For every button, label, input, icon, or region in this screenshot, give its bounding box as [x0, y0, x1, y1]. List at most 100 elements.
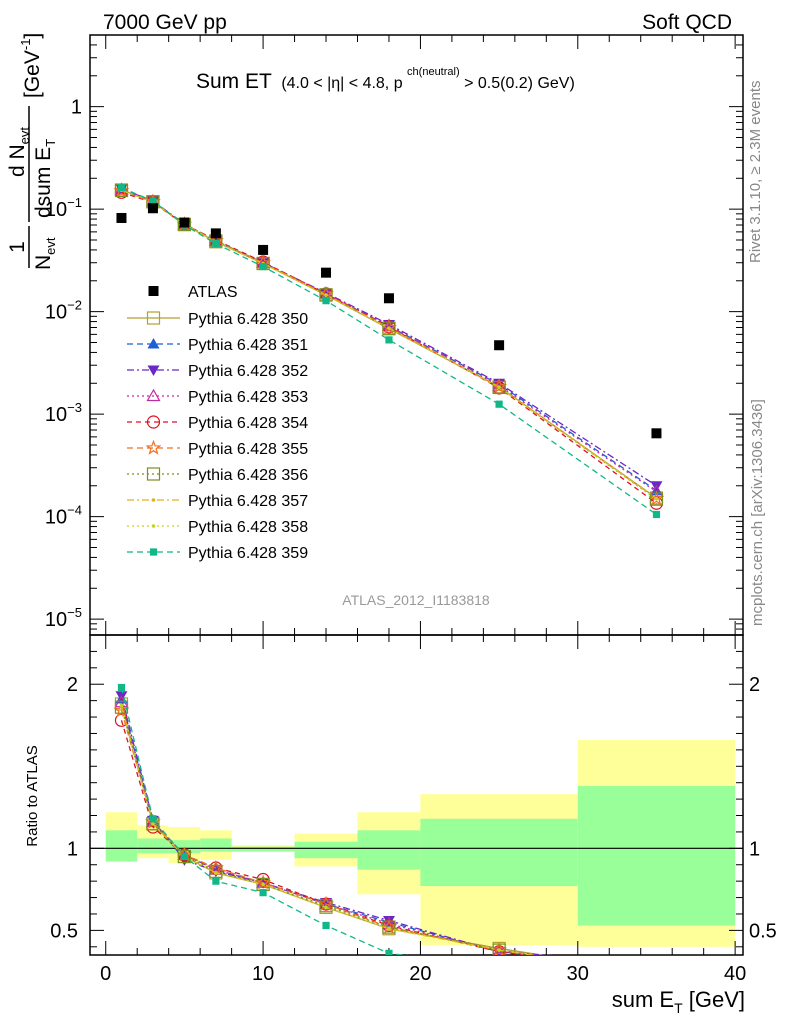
legend-marker	[146, 311, 161, 325]
ratio-y-tick-label: 1	[67, 838, 78, 860]
series-point	[387, 326, 391, 330]
y-tick-label: 10−2	[45, 298, 82, 324]
side-label-top: Rivet 3.1.10, ≥ 2.3M events	[747, 81, 764, 264]
data-point	[147, 203, 158, 214]
series-point	[212, 240, 220, 248]
data-point	[258, 244, 269, 255]
legend-label: Pythia 6.428 354	[188, 415, 308, 432]
header-left: 7000 GeV pp	[103, 11, 227, 34]
ratio-point	[497, 948, 501, 952]
legend-marker-data	[148, 286, 159, 296]
x-tick-label: 30	[567, 963, 589, 985]
legend-label: Pythia 6.428 358	[188, 519, 308, 536]
series-line	[121, 190, 657, 500]
ratio-point	[496, 963, 503, 970]
main-series	[113, 182, 665, 519]
series-point	[652, 510, 661, 519]
ratio-point	[151, 821, 155, 826]
data-point	[383, 293, 394, 304]
series-point	[382, 321, 396, 335]
legend-marker	[151, 498, 156, 502]
y-tick-label: 10−5	[45, 605, 82, 631]
ratio-point	[650, 967, 662, 979]
ratio-axes: 0.5 0.51 12 20 10 20 30 40	[50, 634, 777, 985]
y-label-dsum: dsum ET	[32, 139, 58, 218]
ratio-y-tick-label-right: 2	[749, 674, 760, 696]
side-label-bottom: mcplots.cern.ch [arXiv:1306.3436]	[749, 399, 766, 626]
legend-label: Pythia 6.428 357	[188, 493, 308, 510]
ratio-point	[180, 852, 189, 861]
legend-marker	[151, 524, 156, 528]
y-label-one: 1	[6, 241, 29, 253]
ratio-y-tick-label: 0.5	[50, 920, 78, 942]
ratio-point	[491, 941, 508, 955]
analysis-label: ATLAS_2012_I1183818	[342, 592, 490, 608]
ratio-band-inner	[294, 841, 358, 859]
ratio-point	[650, 969, 662, 981]
ratio-point	[492, 943, 506, 955]
x-tick-label: 10	[252, 963, 274, 985]
ratio-point	[149, 815, 157, 823]
series-point	[649, 484, 664, 497]
legend-marker	[145, 439, 162, 455]
series-point	[648, 490, 665, 506]
ratio-band-inner	[105, 830, 138, 862]
legend-marker	[146, 415, 161, 429]
legend: ATLAS Pythia 6.428 350 Pythia 6.428 351 Pyt…	[127, 284, 308, 562]
legend-label: Pythia 6.428 359	[188, 545, 308, 562]
ratio-point	[119, 703, 124, 708]
series-point	[149, 197, 157, 205]
y-axis-label: 1 Nevt d Nevt dsum ET [GeV-1]	[6, 33, 58, 270]
data-point	[321, 267, 332, 278]
ratio-point	[655, 973, 659, 977]
series-point	[324, 293, 328, 297]
ratio-y-label: Ratio to ATLAS	[24, 745, 41, 846]
ratio-y-tick-label-right: 0.5	[749, 920, 777, 942]
ratio-uncertainty-bands	[105, 740, 736, 947]
x-tick-label: 0	[100, 963, 111, 985]
ratio-point	[259, 889, 267, 897]
x-tick-label: 20	[409, 963, 431, 985]
series-point	[113, 182, 130, 198]
y-tick-label: 10−1	[45, 195, 82, 221]
ratio-series	[113, 683, 662, 981]
ratio-point	[387, 926, 391, 931]
ratio-point	[114, 700, 129, 714]
ratio-point	[212, 877, 220, 885]
series-point	[497, 385, 501, 390]
ratio-band-inner	[577, 785, 736, 926]
series-point	[492, 380, 506, 395]
ratio-y-tick-label: 2	[67, 674, 78, 696]
x-axis-label: sum ET [GeV]	[612, 987, 745, 1016]
ratio-band-inner	[137, 838, 169, 854]
legend-label: Pythia 6.428 350	[188, 311, 308, 328]
data-point	[651, 428, 662, 439]
legend-marker	[146, 467, 161, 481]
series-point	[649, 492, 664, 506]
legend-marker	[147, 365, 160, 376]
y-tick-label: 1	[71, 97, 82, 119]
y-label-dn: d Nevt	[6, 127, 32, 177]
legend-label: Pythia 6.428 353	[188, 389, 308, 406]
ratio-band-inner	[200, 838, 232, 852]
ratio-point	[261, 882, 265, 887]
y-label-nevt: Nevt	[32, 237, 58, 270]
series-point	[317, 285, 334, 301]
series-point	[385, 336, 393, 344]
series-point	[654, 496, 659, 501]
main-axes: 1 10−1 10−2 10−3 10−4 10−5	[45, 34, 744, 636]
series-point	[322, 297, 330, 305]
ratio-band-inner	[231, 846, 295, 852]
ratio-point	[322, 921, 330, 930]
legend-marker	[149, 548, 158, 556]
plot-title-cond-end: > 0.5(0.2) GeV)	[464, 75, 575, 92]
plot-title-cond: (4.0 < |η| < 4.8, p	[281, 75, 402, 92]
x-tick-label: 40	[724, 963, 746, 985]
ratio-point	[177, 849, 192, 864]
plot-title-main: Sum ET	[196, 70, 272, 93]
ratio-point	[655, 973, 659, 977]
y-tick-label: 10−3	[45, 400, 82, 426]
ratio-point	[117, 683, 126, 692]
y-tick-label: 10−4	[45, 503, 82, 529]
